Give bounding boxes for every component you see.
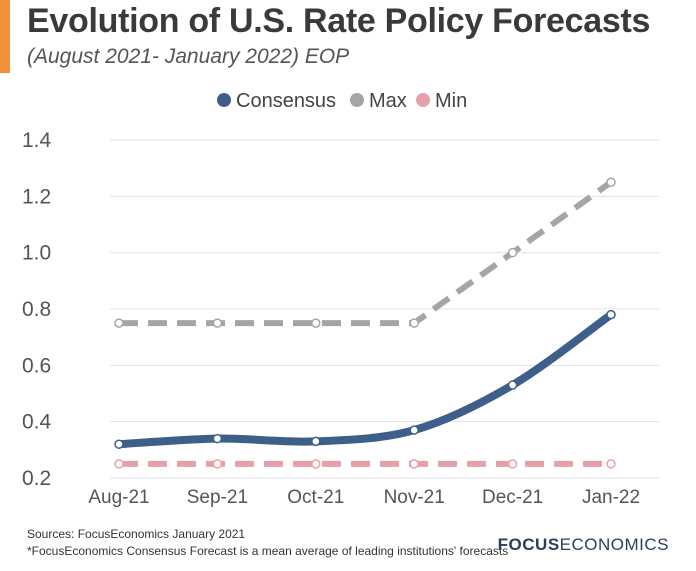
y-tick-label: 0.8 bbox=[22, 298, 51, 321]
consensus-series-line bbox=[115, 310, 615, 449]
consensus-footnote: *FocusEconomics Consensus Forecast is a … bbox=[27, 544, 509, 558]
y-tick-label: 0.6 bbox=[22, 354, 51, 377]
min-point-jan-22 bbox=[606, 459, 616, 469]
consensus-point-dec-21 bbox=[507, 380, 518, 390]
min-point-sep-21 bbox=[212, 459, 223, 469]
logo-regular: ECONOMICS bbox=[559, 535, 669, 554]
consensus-point-nov-21 bbox=[409, 425, 419, 435]
min-point-aug-21 bbox=[114, 459, 124, 469]
min-point-oct-21 bbox=[311, 459, 321, 469]
max-point-aug-21 bbox=[114, 318, 124, 328]
consensus-point-sep-21 bbox=[212, 433, 223, 444]
y-tick-label: 1.4 bbox=[22, 129, 52, 152]
y-tick-label: 1.0 bbox=[22, 242, 51, 265]
max-point-jan-22 bbox=[606, 177, 616, 187]
chart-subtitle: (August 2021- January 2022) EOP bbox=[27, 45, 350, 68]
legend-marker-consensus bbox=[217, 93, 231, 107]
x-tick-label: Dec-21 bbox=[482, 487, 543, 508]
sources-note: Sources: FocusEconomics January 2021 bbox=[27, 527, 246, 541]
x-tick-label: Sep-21 bbox=[187, 487, 248, 508]
x-tick-label: Nov-21 bbox=[384, 487, 445, 508]
max-point-dec-21 bbox=[507, 247, 518, 258]
accent-bar bbox=[0, 0, 10, 73]
y-tick-label: 0.2 bbox=[22, 467, 51, 490]
legend-label-max: Max bbox=[369, 90, 407, 112]
chart-title: Evolution of U.S. Rate Policy Forecasts bbox=[27, 2, 651, 40]
y-tick-label: 0.4 bbox=[22, 411, 52, 434]
consensus-point-jan-22 bbox=[606, 309, 616, 320]
max-series-line bbox=[119, 179, 613, 327]
y-tick-label: 1.2 bbox=[22, 185, 51, 208]
consensus-point-oct-21 bbox=[311, 436, 321, 447]
legend-marker-max bbox=[350, 93, 364, 107]
max-point-nov-21 bbox=[409, 318, 419, 328]
max-point-sep-21 bbox=[212, 318, 223, 328]
min-point-nov-21 bbox=[409, 459, 419, 469]
x-tick-label: Aug-21 bbox=[88, 487, 149, 508]
legend-label-consensus: Consensus bbox=[236, 90, 336, 112]
legend-marker-min bbox=[416, 93, 430, 107]
logo-bold: FOCUS bbox=[497, 535, 560, 554]
min-point-dec-21 bbox=[507, 459, 518, 469]
max-point-oct-21 bbox=[311, 318, 321, 328]
x-tick-label: Oct-21 bbox=[287, 487, 344, 508]
consensus-point-aug-21 bbox=[114, 439, 124, 449]
focuseconomics-logo: FOCUSECONOMICS bbox=[498, 535, 669, 555]
x-tick-label: Jan-22 bbox=[582, 487, 640, 508]
legend-label-min: Min bbox=[435, 90, 467, 112]
